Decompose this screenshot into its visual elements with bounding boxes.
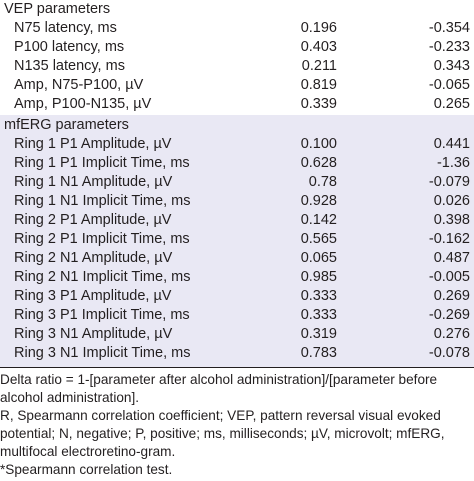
table-row: Ring 3 P1 Amplitude, µV 0.333 0.269 — [0, 287, 474, 306]
value-cell: 0.398 — [433, 212, 470, 228]
row-label: Ring 3 P1 Amplitude, µV — [14, 288, 172, 304]
table-footnotes: Delta ratio = 1-[parameter after alcohol… — [0, 371, 472, 479]
mferg-section-title: mfERG parameters — [4, 117, 129, 133]
row-label: Ring 3 N1 Amplitude, µV — [14, 326, 173, 342]
value-cell: -0.162 — [428, 231, 470, 247]
row-label: Ring 2 N1 Amplitude, µV — [14, 250, 173, 266]
footnote-test: *Spearmann correlation test. — [0, 462, 173, 477]
value-cell: -0.065 — [428, 77, 470, 93]
value-cell: -0.078 — [428, 345, 470, 361]
row-label: Ring 1 N1 Implicit Time, ms — [14, 193, 191, 209]
value-cell: 0.196 — [300, 20, 337, 36]
mferg-section: mfERG parameters Ring 1 P1 Amplitude, µV… — [0, 115, 474, 367]
row-label: Amp, N75-P100, µV — [14, 77, 144, 93]
row-label: Ring 1 P1 Implicit Time, ms — [14, 155, 190, 171]
value-cell: 0.487 — [433, 250, 470, 266]
row-label: Ring 1 P1 Amplitude, µV — [14, 136, 172, 152]
value-cell: 0.403 — [300, 39, 337, 55]
table-row: Ring 1 P1 Implicit Time, ms 0.628 -1.36 — [0, 154, 474, 173]
footnote-abbreviations: R, Spearmann correlation coefficient; VE… — [0, 408, 445, 459]
row-label: Ring 2 N1 Implicit Time, ms — [14, 269, 191, 285]
table-row: Amp, N75-P100, µV 0.819 -0.065 — [0, 76, 474, 95]
value-cell: 0.78 — [308, 174, 337, 190]
row-label: Ring 3 N1 Implicit Time, ms — [14, 345, 191, 361]
value-cell: 0.333 — [300, 307, 337, 323]
value-cell: -1.36 — [436, 155, 470, 171]
row-label: Ring 3 P1 Implicit Time, ms — [14, 307, 190, 323]
table-row: Ring 3 N1 Amplitude, µV 0.319 0.276 — [0, 325, 474, 344]
value-cell: 0.100 — [300, 136, 337, 152]
value-cell: -0.269 — [428, 307, 470, 323]
value-cell: 0.928 — [300, 193, 337, 209]
row-label: Ring 2 P1 Amplitude, µV — [14, 212, 172, 228]
value-cell: 0.065 — [300, 250, 337, 266]
value-cell: -0.005 — [428, 269, 470, 285]
value-cell: -0.233 — [428, 39, 470, 55]
table-row: Ring 2 P1 Implicit Time, ms 0.565 -0.162 — [0, 230, 474, 249]
table-row: Ring 1 N1 Implicit Time, ms 0.928 0.026 — [0, 192, 474, 211]
value-cell: 0.565 — [300, 231, 337, 247]
value-cell: -0.079 — [428, 174, 470, 190]
table-row: N135 latency, ms 0.211 0.343 — [0, 57, 474, 76]
value-cell: 0.319 — [300, 326, 337, 342]
value-cell: 0.343 — [433, 58, 470, 74]
table-row: Ring 3 P1 Implicit Time, ms 0.333 -0.269 — [0, 306, 474, 325]
row-label: N75 latency, ms — [14, 20, 117, 36]
value-cell: 0.211 — [301, 58, 337, 74]
table-row: Ring 2 N1 Amplitude, µV 0.065 0.487 — [0, 249, 474, 268]
value-cell: 0.276 — [433, 326, 470, 342]
value-cell: 0.026 — [433, 193, 470, 209]
row-label: N135 latency, ms — [14, 58, 125, 74]
value-cell: 0.819 — [300, 77, 337, 93]
value-cell: 0.783 — [300, 345, 337, 361]
value-cell: 0.333 — [300, 288, 337, 304]
table-row: Ring 1 P1 Amplitude, µV 0.100 0.441 — [0, 135, 474, 154]
table-bottom-rule — [0, 367, 474, 368]
value-cell: 0.142 — [300, 212, 337, 228]
table-row: Amp, P100-N135, µV 0.339 0.265 — [0, 95, 474, 114]
row-label: P100 latency, ms — [14, 39, 125, 55]
vep-section-title: VEP parameters — [4, 1, 111, 17]
value-cell: -0.354 — [428, 20, 470, 36]
vep-section: VEP parameters N75 latency, ms 0.196 -0.… — [0, 0, 474, 115]
value-cell: 0.985 — [300, 269, 337, 285]
value-cell: 0.339 — [300, 96, 337, 112]
table-row: Ring 1 N1 Amplitude, µV 0.78 -0.079 — [0, 173, 474, 192]
value-cell: 0.441 — [433, 136, 470, 152]
table-row: Ring 3 N1 Implicit Time, ms 0.783 -0.078 — [0, 344, 474, 363]
table-row: P100 latency, ms 0.403 -0.233 — [0, 38, 474, 57]
table-row: Ring 2 N1 Implicit Time, ms 0.985 -0.005 — [0, 268, 474, 287]
value-cell: 0.265 — [433, 96, 470, 112]
value-cell: 0.269 — [433, 288, 470, 304]
value-cell: 0.628 — [300, 155, 337, 171]
table-row: Ring 2 P1 Amplitude, µV 0.142 0.398 — [0, 211, 474, 230]
row-label: Amp, P100-N135, µV — [14, 96, 152, 112]
row-label: Ring 2 P1 Implicit Time, ms — [14, 231, 190, 247]
footnote-delta-ratio: Delta ratio = 1-[parameter after alcohol… — [0, 372, 438, 405]
row-label: Ring 1 N1 Amplitude, µV — [14, 174, 173, 190]
table-row: N75 latency, ms 0.196 -0.354 — [0, 19, 474, 38]
